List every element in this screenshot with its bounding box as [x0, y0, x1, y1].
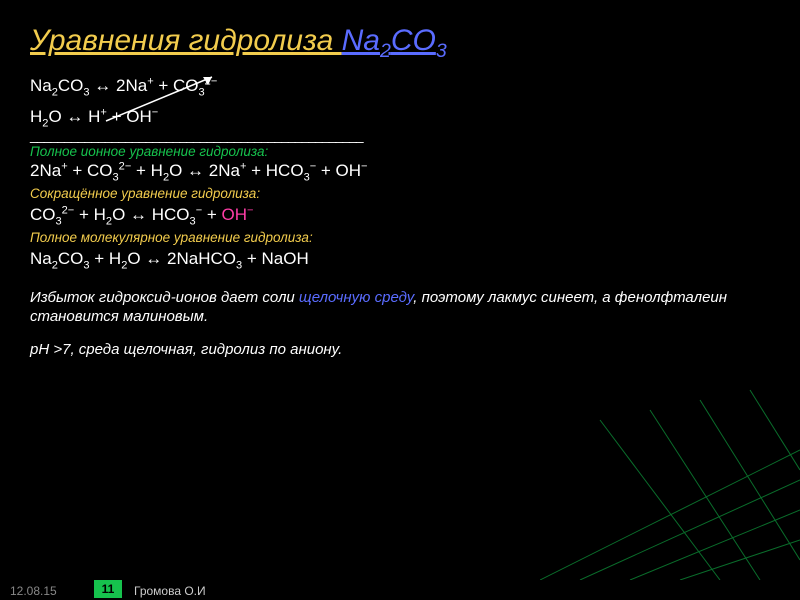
- paragraph-environment: Избыток гидроксид-ионов дает соли щелочн…: [30, 289, 770, 327]
- page-title: Уравнения гидролиза Na2CO3: [30, 24, 770, 57]
- slide: Уравнения гидролиза Na2CO3 Na2CO3 ↔ 2Na+…: [0, 0, 800, 600]
- divider-line: ________________________________________…: [30, 129, 770, 142]
- decorative-grid: [540, 380, 800, 580]
- eq-short-ionic: CO32− + H2O ↔ HCO3− + OH−: [30, 204, 770, 227]
- eq-dissoc-water: H2O ↔ H+ + OH−: [30, 106, 770, 129]
- label-short-ionic: Сокращённое уравнение гидролиза:: [30, 186, 770, 201]
- title-part2: Na2CO3: [342, 24, 447, 57]
- label-full-ionic: Полное ионное уравнение гидролиза:: [30, 144, 770, 159]
- footer-date: 12.08.15: [10, 584, 57, 598]
- footer: 12.08.15 11 Громова О.И: [0, 576, 800, 600]
- paragraph-ph: pH >7, среда щелочная, гидролиз по анион…: [30, 341, 770, 358]
- eq-full-molecular: Na2CO3 + H2O ↔ 2NaHCO3 + NaOH: [30, 248, 770, 271]
- label-full-molecular: Полное молекулярное уравнение гидролиза:: [30, 230, 770, 245]
- footer-author: Громова О.И: [134, 584, 206, 598]
- footer-slide-number: 11: [94, 580, 122, 598]
- title-part1: Уравнения гидролиза: [30, 24, 342, 57]
- eq-dissoc-salt: Na2CO3 ↔ 2Na+ + CO32−: [30, 75, 770, 98]
- eq-full-ionic: 2Na+ + CO32− + H2O ↔ 2Na+ + HCO3− + OH−: [30, 160, 770, 183]
